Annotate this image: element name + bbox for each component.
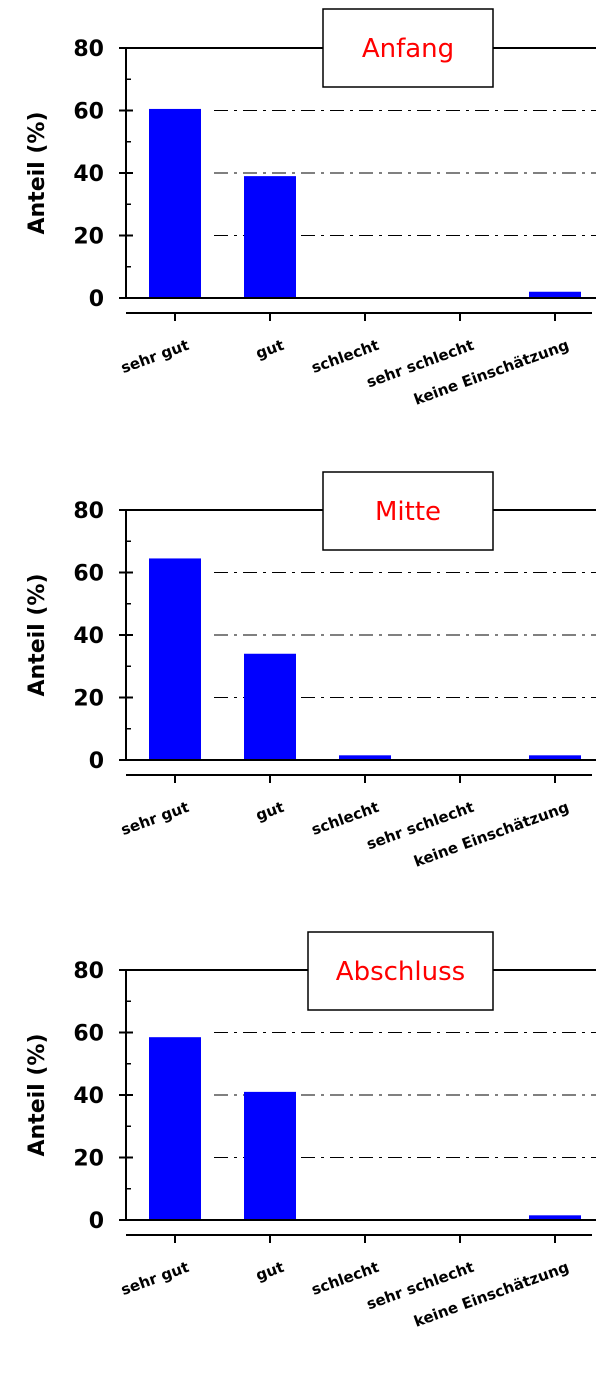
y-tick-label: 0 (89, 749, 104, 774)
bar-5 (529, 1215, 581, 1220)
x-tick-label: keine Einschätzung (411, 798, 571, 871)
x-tick-label: gut (253, 798, 286, 825)
y-tick-label: 60 (73, 1022, 104, 1047)
x-tick-label: keine Einschätzung (411, 1258, 571, 1331)
y-tick-label: 0 (89, 1209, 104, 1234)
bar-1 (149, 1037, 201, 1220)
y-tick-label: 80 (73, 37, 104, 62)
y-tick-label: 20 (73, 687, 104, 712)
x-tick-label: gut (253, 336, 286, 363)
chart-title-box (322, 8, 494, 88)
y-tick-label: 0 (89, 287, 104, 312)
y-axis-title: Anteil (%) (25, 111, 50, 234)
x-tick-label: schlecht (309, 1258, 381, 1299)
bar-2 (244, 1091, 296, 1220)
y-tick-label: 40 (73, 624, 104, 649)
y-tick-label: 80 (73, 959, 104, 984)
y-tick-label: 40 (73, 1084, 104, 1109)
x-tick-label: sehr gut (118, 336, 191, 377)
bar-5 (529, 291, 581, 298)
chart-title: Anfang (362, 34, 454, 64)
y-tick-label: 80 (73, 499, 104, 524)
y-tick-label: 60 (73, 562, 104, 587)
y-axis-title: Anteil (%) (25, 1033, 50, 1156)
x-tick-label: sehr gut (118, 1258, 191, 1299)
bar-5 (529, 755, 581, 760)
bar-3 (339, 755, 391, 760)
x-tick-label: schlecht (309, 336, 381, 377)
x-tick-label: keine Einschätzung (411, 336, 571, 409)
x-tick-label: sehr gut (118, 798, 191, 839)
chart-title-box (322, 471, 494, 551)
y-tick-label: 60 (73, 100, 104, 125)
chart-title: Mitte (375, 497, 441, 527)
chart-title-box (307, 931, 494, 1011)
bar-2 (244, 653, 296, 760)
y-tick-label: 20 (73, 1147, 104, 1172)
x-tick-label: schlecht (309, 798, 381, 839)
bar-2 (244, 176, 296, 298)
y-tick-label: 20 (73, 225, 104, 250)
bar-1 (149, 558, 201, 760)
chart-title: Abschluss (336, 957, 465, 987)
x-tick-label: gut (253, 1258, 286, 1285)
y-axis-title: Anteil (%) (25, 573, 50, 696)
y-tick-label: 40 (73, 162, 104, 187)
bar-1 (149, 108, 201, 298)
